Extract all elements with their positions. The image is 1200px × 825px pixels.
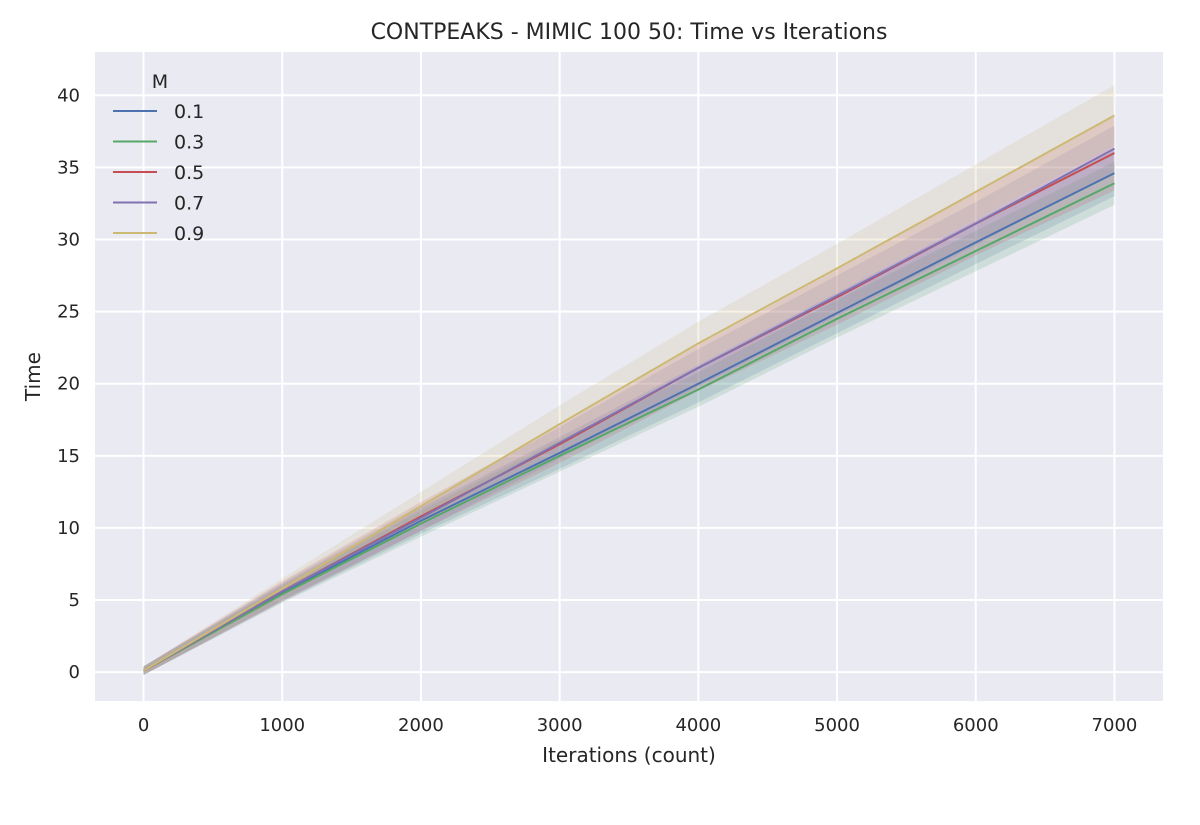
x-tick-label: 0 xyxy=(138,715,149,736)
x-tick-label: 2000 xyxy=(398,715,444,736)
legend-entry-label: 0.9 xyxy=(174,223,204,245)
x-tick-label: 7000 xyxy=(1092,715,1138,736)
y-tick-label: 30 xyxy=(57,229,80,250)
y-tick-label: 40 xyxy=(57,85,80,106)
legend-entry-label: 0.7 xyxy=(174,193,204,215)
series-lines xyxy=(143,114,1115,672)
x-tick-label: 3000 xyxy=(537,715,583,736)
y-tick-label: 0 xyxy=(69,662,80,683)
y-tick-label: 20 xyxy=(57,374,80,395)
y-tick-label: 10 xyxy=(57,518,80,539)
legend: M 0.1 0.3 0.5 0.7 0.9 xyxy=(113,71,204,245)
gridlines xyxy=(95,52,1163,701)
x-axis-label: Iterations (count) xyxy=(542,743,716,767)
x-tick-label: 6000 xyxy=(953,715,999,736)
series-band-0.1 xyxy=(143,150,1115,676)
y-axis-label: Time xyxy=(21,352,45,402)
legend-title: M xyxy=(152,71,168,93)
y-tick-label: 5 xyxy=(69,590,80,611)
y-tick-label: 35 xyxy=(57,157,80,178)
x-tick-label: 1000 xyxy=(259,715,305,736)
series-line-0.7 xyxy=(143,147,1115,672)
y-tick-label: 25 xyxy=(57,302,80,323)
tick-labels: 0 1000 2000 3000 4000 5000 6000 7000 0 5 10 15 20 25 3… xyxy=(57,85,1137,736)
legend-entry-label: 0.3 xyxy=(174,132,204,154)
x-tick-label: 5000 xyxy=(814,715,860,736)
chart-title: CONTPEAKS - MIMIC 100 50: Time vs Iterat… xyxy=(371,20,888,45)
series-line-0.9 xyxy=(143,114,1115,672)
x-tick-label: 4000 xyxy=(675,715,721,736)
legend-entry-label: 0.5 xyxy=(174,162,204,184)
series-line-0.1 xyxy=(143,172,1115,672)
y-tick-label: 15 xyxy=(57,446,80,467)
legend-entry-label: 0.1 xyxy=(174,101,204,123)
series-line-0.3 xyxy=(143,182,1115,672)
